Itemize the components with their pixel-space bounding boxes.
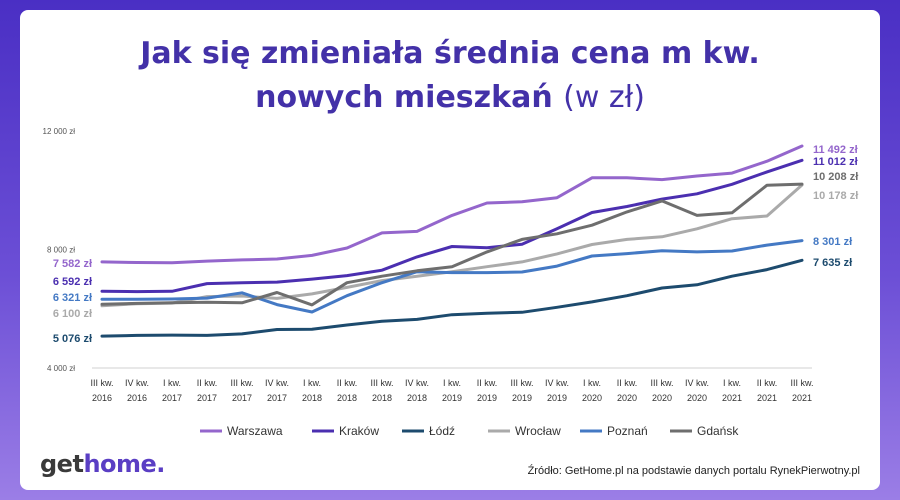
start-label-kraków: 6 592 zł bbox=[53, 276, 92, 288]
chart-card: Jak się zmieniała średnia cena m kw. now… bbox=[20, 10, 880, 490]
x-tick-label-12-quarter: III kw. bbox=[510, 378, 533, 388]
x-tick-label-7-quarter: II kw. bbox=[337, 378, 358, 388]
series-line-warszawa bbox=[100, 144, 804, 265]
y-tick-label-0: 4 000 zł bbox=[47, 364, 75, 373]
legend-label-łódź: Łódź bbox=[429, 424, 455, 438]
x-tick-label-2-quarter: I kw. bbox=[163, 378, 181, 388]
x-tick-label-11-year: 2019 bbox=[477, 393, 497, 403]
legend-label-kraków: Kraków bbox=[339, 424, 379, 438]
x-tick-label-15-year: 2020 bbox=[617, 393, 637, 403]
x-tick-label-10-year: 2019 bbox=[442, 393, 462, 403]
legend-label-warszawa: Warszawa bbox=[227, 424, 283, 438]
x-tick-label-9-year: 2018 bbox=[407, 393, 427, 403]
series-line-poznań bbox=[100, 239, 804, 314]
x-tick-label-17-year: 2020 bbox=[687, 393, 707, 403]
end-label-poznań: 8 301 zł bbox=[813, 236, 852, 248]
x-tick-label-0-quarter: III kw. bbox=[90, 378, 113, 388]
x-tick-label-3-year: 2017 bbox=[197, 393, 217, 403]
start-label-wrocław: 6 100 zł bbox=[53, 308, 92, 320]
title-line-2: nowych mieszkań (w zł) bbox=[20, 76, 880, 120]
x-tick-label-6-year: 2018 bbox=[302, 393, 322, 403]
start-label-łódź: 5 076 zł bbox=[53, 333, 92, 345]
end-label-gdańsk: 10 208 zł bbox=[813, 171, 858, 183]
x-tick-label-18-quarter: I kw. bbox=[723, 378, 741, 388]
x-tick-label-11-quarter: II kw. bbox=[477, 378, 498, 388]
x-tick-label-16-quarter: III kw. bbox=[650, 378, 673, 388]
x-tick-label-8-year: 2018 bbox=[372, 393, 392, 403]
x-tick-label-14-quarter: I kw. bbox=[583, 378, 601, 388]
x-tick-label-7-year: 2018 bbox=[337, 393, 357, 403]
x-tick-label-13-quarter: IV kw. bbox=[545, 378, 569, 388]
x-tick-label-16-year: 2020 bbox=[652, 393, 672, 403]
legend-label-wrocław: Wrocław bbox=[515, 424, 561, 438]
y-tick-label-1: 8 000 zł bbox=[47, 246, 75, 255]
x-tick-label-3-quarter: II kw. bbox=[197, 378, 218, 388]
end-label-warszawa: 11 492 zł bbox=[813, 144, 858, 156]
line-chart: 4 000 zł 8 000 zł 12 000 zł III kw. 2016 IV k… bbox=[43, 127, 859, 438]
x-tick-label-6-quarter: I kw. bbox=[303, 378, 321, 388]
x-tick-label-8-quarter: III kw. bbox=[370, 378, 393, 388]
x-tick-label-12-year: 2019 bbox=[512, 393, 532, 403]
x-tick-label-14-year: 2020 bbox=[582, 393, 602, 403]
end-label-wrocław: 10 178 zł bbox=[813, 190, 858, 202]
x-tick-label-1-quarter: IV kw. bbox=[125, 378, 149, 388]
series-line-kraków bbox=[100, 158, 804, 294]
chart-title: Jak się zmieniała średnia cena m kw. now… bbox=[20, 32, 880, 120]
title-line-1: Jak się zmieniała średnia cena m kw. bbox=[140, 36, 760, 71]
start-label-poznań: 6 321 zł bbox=[53, 292, 92, 304]
x-tick-label-18-year: 2021 bbox=[722, 393, 742, 403]
start-label-warszawa: 7 582 zł bbox=[53, 258, 92, 270]
legend-label-gdańsk: Gdańsk bbox=[697, 424, 739, 438]
x-tick-label-10-quarter: I kw. bbox=[443, 378, 461, 388]
y-tick-label-2: 12 000 zł bbox=[43, 127, 76, 136]
logo-part-get: get bbox=[40, 450, 84, 478]
x-tick-label-19-year: 2021 bbox=[757, 393, 777, 403]
x-tick-label-19-quarter: II kw. bbox=[757, 378, 778, 388]
legend-label-poznań: Poznań bbox=[607, 424, 648, 438]
x-tick-label-4-quarter: III kw. bbox=[230, 378, 253, 388]
x-tick-label-15-quarter: II kw. bbox=[617, 378, 638, 388]
x-tick-label-9-quarter: IV kw. bbox=[405, 378, 429, 388]
x-tick-label-4-year: 2017 bbox=[232, 393, 252, 403]
logo-part-home: home. bbox=[83, 450, 165, 478]
source-note: Źródło: GetHome.pl na podstawie danych p… bbox=[527, 465, 860, 477]
x-tick-label-5-year: 2017 bbox=[267, 393, 287, 403]
title-unit: (w zł) bbox=[563, 80, 645, 115]
series-line-łódź bbox=[100, 258, 804, 338]
end-label-kraków: 11 012 zł bbox=[813, 156, 858, 168]
x-tick-label-17-quarter: IV kw. bbox=[685, 378, 709, 388]
x-tick-label-13-year: 2019 bbox=[547, 393, 567, 403]
end-label-łódź: 7 635 zł bbox=[813, 257, 852, 269]
x-tick-label-20-year: 2021 bbox=[792, 393, 812, 403]
x-tick-label-0-year: 2016 bbox=[92, 393, 112, 403]
x-tick-label-5-quarter: IV kw. bbox=[265, 378, 289, 388]
series-line-gdańsk bbox=[100, 182, 804, 307]
gethome-logo: gethome. bbox=[40, 450, 165, 478]
x-tick-label-1-year: 2016 bbox=[127, 393, 147, 403]
x-tick-label-20-quarter: III kw. bbox=[790, 378, 813, 388]
title-line-2-main: nowych mieszkań bbox=[255, 80, 553, 115]
x-tick-label-2-year: 2017 bbox=[162, 393, 182, 403]
